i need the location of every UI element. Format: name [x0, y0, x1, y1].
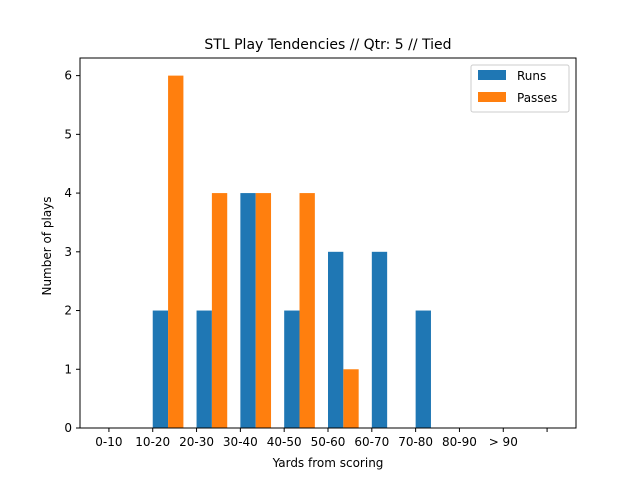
y-tick-label: 3 [64, 245, 72, 259]
bar-passes-30-40 [255, 193, 272, 428]
x-tick-label: 50-60 [311, 435, 346, 449]
bar-runs-30-40 [240, 193, 256, 428]
legend-label-passes: Passes [517, 91, 557, 105]
bar-passes-40-50 [299, 193, 315, 428]
x-tick-label: 0-10 [95, 435, 122, 449]
x-tick-label: 80-90 [442, 435, 477, 449]
bars-layer [152, 75, 431, 428]
legend: Runs Passes [470, 64, 570, 113]
x-tick-label: 10-20 [135, 435, 170, 449]
y-axis-label: Number of plays [40, 196, 54, 295]
bar-runs-20-30 [196, 310, 212, 428]
x-tick-label: > 90 [489, 435, 518, 449]
x-axis-label: Yards from scoring [272, 456, 384, 470]
x-tick-label: 40-50 [267, 435, 302, 449]
bar-passes-20-30 [211, 193, 228, 428]
bar-runs-40-50 [284, 310, 300, 428]
chart-title: STL Play Tendencies // Qtr: 5 // Tied [204, 37, 451, 53]
y-tick-label: 1 [64, 362, 72, 376]
x-tick-label: 70-80 [398, 435, 433, 449]
bar-runs-50-60 [328, 251, 344, 428]
y-tick-label: 4 [64, 186, 72, 200]
legend-swatch-passes [478, 92, 506, 102]
bar-runs-10-20 [152, 310, 169, 428]
y-tick-label: 6 [64, 69, 72, 83]
bar-runs-60-70 [371, 251, 388, 428]
bar-passes-10-20 [168, 75, 184, 428]
y-tick-label: 5 [64, 127, 72, 141]
y-tick-label: 0 [64, 421, 72, 435]
legend-label-runs: Runs [517, 69, 546, 83]
bar-runs-70-80 [415, 310, 431, 428]
x-tick-label: 30-40 [223, 435, 258, 449]
legend-swatch-runs [478, 70, 506, 80]
x-tick-label: 60-70 [354, 435, 389, 449]
y-tick-label: 2 [64, 304, 72, 318]
axes-layer: 0 1 2 3 4 5 6 0-10 10-20 20-30 30-40 40-50 50-60 60-7… [64, 57, 577, 449]
x-tick-label: 20-30 [179, 435, 214, 449]
bar-passes-50-60 [343, 369, 359, 428]
